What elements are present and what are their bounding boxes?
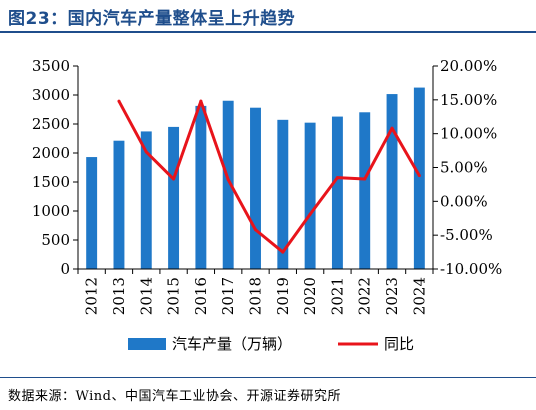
bar-2022 [359, 112, 371, 269]
x-tick-label: 2020 [301, 277, 319, 315]
x-tick-label: 2013 [110, 277, 128, 315]
left-tick-label: 3500 [32, 57, 70, 75]
source-divider [0, 377, 536, 378]
x-tick-label: 2024 [410, 277, 428, 315]
x-tick-label: 2023 [383, 277, 401, 315]
yoy-point-2022 [363, 177, 367, 181]
legend-line-label: 同比 [384, 335, 414, 353]
right-tick-label: 15.00% [440, 91, 497, 109]
bar-2019 [277, 119, 289, 269]
x-tick-label: 2014 [137, 277, 155, 315]
bar-2023 [386, 94, 398, 270]
bar-2014 [140, 131, 152, 269]
right-tick-label: -10.00% [440, 260, 502, 278]
title-divider [0, 31, 536, 33]
x-tick-label: 2022 [356, 277, 374, 315]
left-tick-label: 0 [60, 260, 70, 278]
yoy-point-2015 [172, 177, 176, 181]
right-tick-label: -5.00% [440, 226, 493, 244]
legend-bar-swatch [128, 338, 166, 350]
yoy-point-2023 [390, 126, 394, 130]
x-tick-label: 2021 [328, 277, 346, 315]
yoy-point-2013 [117, 99, 121, 103]
yoy-point-2021 [335, 176, 339, 180]
x-tick-label: 2017 [219, 277, 237, 315]
yoy-point-2018 [254, 228, 257, 232]
left-tick-label: 3000 [32, 86, 70, 104]
yoy-point-2020 [308, 212, 312, 216]
legend-bar-label: 汽车产量（万辆） [172, 335, 292, 353]
x-tick-label: 2015 [165, 277, 183, 315]
yoy-point-2016 [199, 99, 203, 103]
yoy-line [117, 99, 421, 254]
x-tick-label: 2012 [83, 277, 101, 315]
bar-2021 [331, 116, 343, 270]
legend: 汽车产量（万辆） 同比 [128, 335, 414, 353]
bar-2017 [222, 100, 234, 269]
x-tick-label: 2018 [247, 277, 265, 315]
production-chart: 0 500 1000 1500 2000 2500 3000 3500 -10.00% -5.00… [32, 57, 502, 353]
yoy-point-2019 [281, 250, 285, 254]
right-tick-label: 10.00% [440, 125, 497, 143]
x-tick-label: 2016 [192, 277, 210, 315]
left-tick-label: 2500 [32, 115, 70, 133]
right-tick-label: 5.00% [440, 159, 488, 177]
right-tick-label: 20.00% [440, 57, 497, 75]
bar-2013 [113, 140, 125, 269]
source-note: 数据来源：Wind、中国汽车工业协会、开源证券研究所 [8, 389, 341, 404]
bars-group [86, 87, 425, 270]
bar-2020 [304, 122, 316, 269]
left-tick-label: 2000 [32, 144, 70, 162]
yoy-point-2024 [417, 174, 421, 178]
left-tick-label: 500 [41, 231, 70, 249]
yoy-point-2017 [226, 178, 230, 182]
line-group [117, 99, 421, 254]
x-tick-label: 2019 [274, 277, 292, 315]
yoy-point-2014 [144, 150, 148, 154]
left-tick-label: 1000 [32, 202, 70, 220]
bar-2024 [413, 87, 425, 269]
right-tick-label: 0.00% [440, 192, 488, 210]
bar-2015 [168, 126, 180, 270]
ticks-group: 0 500 1000 1500 2000 2500 3000 3500 -10.00% -5.00… [32, 57, 502, 315]
bar-2012 [86, 157, 98, 269]
left-tick-label: 1500 [32, 173, 70, 191]
figure-title: 图23：国内汽车产量整体呈上升趋势 [8, 9, 296, 29]
bar-2018 [250, 107, 261, 270]
bar-2016 [195, 105, 207, 270]
